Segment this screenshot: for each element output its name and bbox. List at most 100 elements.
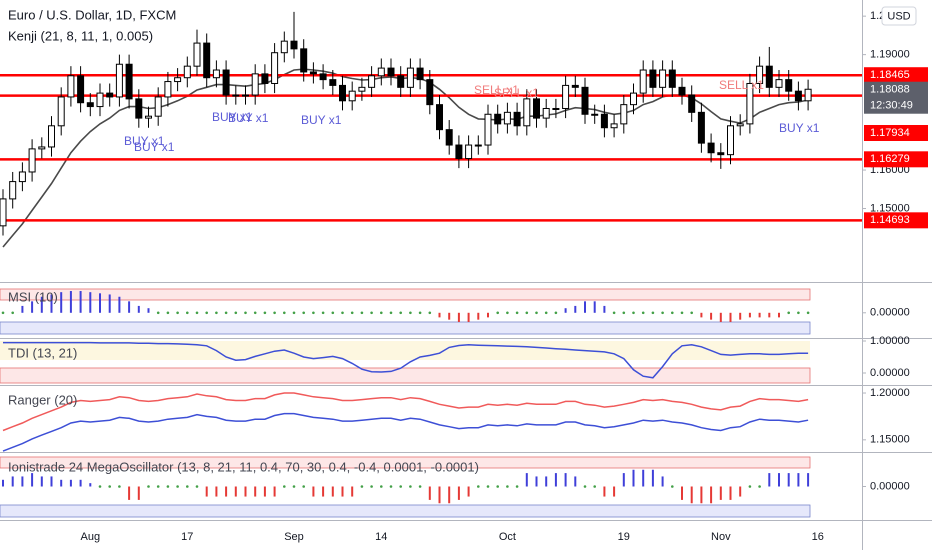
histogram-bar <box>535 476 538 487</box>
candle-body <box>280 40 288 54</box>
histogram-bar <box>244 486 247 497</box>
histogram-bar <box>438 312 441 318</box>
candle-body <box>465 144 473 160</box>
candle-body <box>785 79 793 92</box>
candle-body <box>513 111 521 127</box>
histogram-dot <box>797 311 800 315</box>
histogram-dot <box>321 311 325 315</box>
histogram-dot <box>486 485 490 488</box>
candle-body <box>765 65 773 88</box>
histogram-dot <box>273 311 276 315</box>
histogram-dot <box>758 485 761 488</box>
histogram-bar <box>60 292 63 313</box>
candle-body <box>630 92 637 106</box>
histogram-bar <box>457 312 460 322</box>
symbol-title: Euro / U.S. Dollar, 1D, FXCM <box>8 7 176 22</box>
histogram-bar <box>661 476 664 487</box>
histogram-bar <box>254 486 257 497</box>
histogram-dot <box>515 311 519 315</box>
histogram-dot <box>641 311 645 315</box>
histogram-bar <box>21 476 24 487</box>
mega-lower-band <box>0 504 811 518</box>
histogram-bar <box>31 301 34 313</box>
y-tick-label: 0.00000 <box>870 367 910 379</box>
histogram-bar <box>632 469 635 487</box>
histogram-dot <box>1 311 5 315</box>
histogram-bar <box>700 486 703 504</box>
candle-body <box>67 75 75 98</box>
histogram-bar <box>778 312 780 318</box>
candle-body <box>96 92 104 108</box>
signal-label: BUY x1 <box>228 111 269 125</box>
indicator-line <box>3 341 809 379</box>
x-tick-label: Oct <box>499 531 516 543</box>
histogram-dot <box>690 311 693 315</box>
y-tick-label: 1.00000 <box>870 335 910 347</box>
histogram-bar <box>487 312 489 318</box>
candle-body <box>406 67 414 88</box>
signal-label: BUY x1 <box>779 121 820 135</box>
histogram-bar <box>584 301 586 313</box>
candle-body <box>329 79 337 86</box>
histogram-bar <box>807 473 810 487</box>
histogram-dot <box>350 311 354 315</box>
histogram-dot <box>651 311 655 315</box>
currency-box[interactable] <box>881 6 917 26</box>
histogram-bar <box>137 305 140 313</box>
candle-body <box>426 79 434 106</box>
candle-body <box>649 69 657 88</box>
mega-upper-band <box>0 456 811 469</box>
signal-label: SELL x1 <box>474 83 519 97</box>
indicator-legend: Kenji (21, 8, 11, 1, 0.005) <box>8 28 153 43</box>
histogram-bar <box>234 486 237 497</box>
histogram-bar <box>768 473 771 487</box>
histogram-bar <box>118 296 121 313</box>
histogram-dot <box>370 311 373 315</box>
histogram-bar <box>719 486 722 500</box>
msi-lower-band <box>0 321 811 335</box>
candle-body <box>77 75 85 104</box>
histogram-dot <box>156 485 160 488</box>
candle-body <box>562 84 570 109</box>
candle-body <box>174 77 182 83</box>
histogram-bar <box>477 312 480 320</box>
candle-body <box>484 113 492 146</box>
candle-body <box>358 86 366 92</box>
histogram-bar <box>137 486 140 500</box>
histogram-bar <box>622 473 625 487</box>
pane-title: Ionistrade 24 MegaOscillator (13, 8, 21,… <box>8 459 479 474</box>
histogram-dot <box>477 485 480 488</box>
candle-body <box>639 69 647 94</box>
histogram-bar <box>99 293 101 313</box>
x-tick-label: 19 <box>618 531 630 543</box>
candle-body <box>261 73 269 84</box>
candle-body <box>18 171 26 183</box>
x-tick-label: 16 <box>812 531 824 543</box>
histogram-bar <box>554 473 557 487</box>
candle-body <box>794 90 802 102</box>
histogram-bar <box>457 486 460 500</box>
currency-label[interactable]: USD <box>887 10 910 22</box>
candle-body <box>319 73 327 81</box>
histogram-bar <box>40 296 43 313</box>
candle-body <box>746 82 754 125</box>
histogram-dot <box>244 311 247 315</box>
indicator-line <box>2 412 809 452</box>
candle-body <box>697 111 705 144</box>
candle-body <box>455 144 463 160</box>
histogram-dot <box>370 485 373 488</box>
histogram-dot <box>302 485 306 488</box>
histogram-dot <box>224 311 228 315</box>
histogram-bar <box>467 312 470 322</box>
histogram-bar <box>448 486 451 504</box>
candle-body <box>533 98 540 119</box>
candle-body <box>106 92 114 98</box>
histogram-bar <box>31 473 34 487</box>
candle-body <box>620 104 628 125</box>
histogram-dot <box>409 311 412 315</box>
histogram-bar <box>428 486 431 500</box>
histogram-dot <box>496 311 500 315</box>
histogram-bar <box>69 291 72 313</box>
candle-body <box>125 63 133 100</box>
